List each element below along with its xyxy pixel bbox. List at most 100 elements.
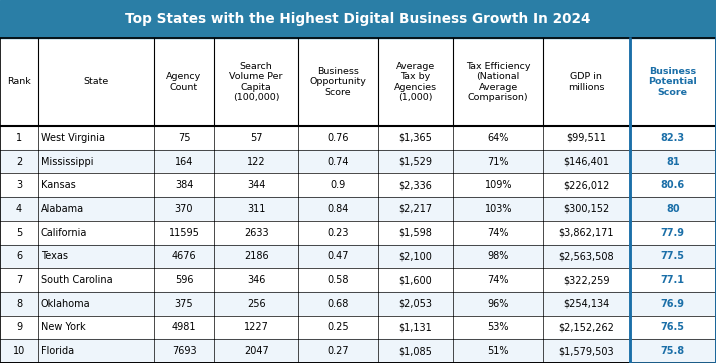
Bar bbox=[0, 292, 716, 315]
Bar bbox=[0, 245, 716, 268]
Bar bbox=[0, 174, 716, 197]
Text: 57: 57 bbox=[250, 133, 263, 143]
Text: 3: 3 bbox=[16, 180, 22, 190]
Text: 11595: 11595 bbox=[168, 228, 200, 238]
Text: 122: 122 bbox=[247, 156, 266, 167]
Text: Kansas: Kansas bbox=[41, 180, 76, 190]
Text: $1,085: $1,085 bbox=[399, 346, 432, 356]
Text: 0.25: 0.25 bbox=[327, 322, 349, 333]
Bar bbox=[0, 150, 716, 174]
Text: South Carolina: South Carolina bbox=[41, 275, 112, 285]
Text: 53%: 53% bbox=[488, 322, 509, 333]
Bar bbox=[0, 126, 716, 150]
Bar bbox=[0, 268, 716, 292]
Text: $1,600: $1,600 bbox=[399, 275, 432, 285]
Text: 0.84: 0.84 bbox=[327, 204, 349, 214]
Text: $2,217: $2,217 bbox=[398, 204, 432, 214]
Text: 81: 81 bbox=[666, 156, 679, 167]
Text: Top States with the Highest Digital Business Growth In 2024: Top States with the Highest Digital Busi… bbox=[125, 12, 591, 26]
Text: 256: 256 bbox=[247, 299, 266, 309]
Text: $2,336: $2,336 bbox=[399, 180, 432, 190]
Bar bbox=[0, 315, 716, 339]
Text: $1,598: $1,598 bbox=[399, 228, 432, 238]
Text: 5: 5 bbox=[16, 228, 22, 238]
Text: Oklahoma: Oklahoma bbox=[41, 299, 91, 309]
Text: 109%: 109% bbox=[485, 180, 512, 190]
Text: 75.8: 75.8 bbox=[661, 346, 684, 356]
Text: West Virginia: West Virginia bbox=[41, 133, 105, 143]
Text: 80.6: 80.6 bbox=[661, 180, 684, 190]
Text: 77.5: 77.5 bbox=[661, 251, 684, 261]
Text: 7693: 7693 bbox=[172, 346, 196, 356]
Text: 596: 596 bbox=[175, 275, 193, 285]
Text: $2,152,262: $2,152,262 bbox=[558, 322, 614, 333]
Text: 76.9: 76.9 bbox=[661, 299, 684, 309]
Text: 75: 75 bbox=[178, 133, 190, 143]
Text: Rank: Rank bbox=[7, 77, 31, 86]
Text: 1: 1 bbox=[16, 133, 22, 143]
Text: 0.58: 0.58 bbox=[327, 275, 349, 285]
Text: 80: 80 bbox=[666, 204, 679, 214]
Text: 6: 6 bbox=[16, 251, 22, 261]
Text: 77.9: 77.9 bbox=[661, 228, 684, 238]
Text: 4: 4 bbox=[16, 204, 22, 214]
Text: 10: 10 bbox=[13, 346, 25, 356]
Text: $1,529: $1,529 bbox=[399, 156, 432, 167]
Text: 96%: 96% bbox=[488, 299, 509, 309]
Text: $1,579,503: $1,579,503 bbox=[558, 346, 614, 356]
Text: 103%: 103% bbox=[485, 204, 512, 214]
Text: 375: 375 bbox=[175, 299, 193, 309]
Text: 2186: 2186 bbox=[244, 251, 268, 261]
Text: $1,365: $1,365 bbox=[399, 133, 432, 143]
Text: 0.74: 0.74 bbox=[327, 156, 349, 167]
Text: Texas: Texas bbox=[41, 251, 68, 261]
Text: 71%: 71% bbox=[488, 156, 509, 167]
Text: 0.9: 0.9 bbox=[330, 180, 346, 190]
Text: 7: 7 bbox=[16, 275, 22, 285]
Bar bbox=[0, 197, 716, 221]
Text: $226,012: $226,012 bbox=[563, 180, 609, 190]
Bar bbox=[0, 339, 716, 363]
Text: Business
Opportunity
Score: Business Opportunity Score bbox=[309, 67, 367, 97]
Text: 346: 346 bbox=[247, 275, 266, 285]
Text: 2633: 2633 bbox=[244, 228, 268, 238]
Text: 82.3: 82.3 bbox=[661, 133, 684, 143]
Text: 0.27: 0.27 bbox=[327, 346, 349, 356]
Bar bbox=[0, 38, 716, 363]
Text: 370: 370 bbox=[175, 204, 193, 214]
Text: 2: 2 bbox=[16, 156, 22, 167]
Text: 4981: 4981 bbox=[172, 322, 196, 333]
Text: 77.1: 77.1 bbox=[661, 275, 684, 285]
Text: Mississippi: Mississippi bbox=[41, 156, 94, 167]
Text: $254,134: $254,134 bbox=[563, 299, 609, 309]
Text: Florida: Florida bbox=[41, 346, 74, 356]
Bar bbox=[0, 38, 716, 126]
Text: Search
Volume Per
Capita
(100,000): Search Volume Per Capita (100,000) bbox=[230, 62, 283, 102]
Text: Business
Potential
Score: Business Potential Score bbox=[649, 67, 697, 97]
Text: 9: 9 bbox=[16, 322, 22, 333]
Text: 64%: 64% bbox=[488, 133, 509, 143]
Bar bbox=[0, 0, 716, 38]
Text: $146,401: $146,401 bbox=[563, 156, 609, 167]
Bar bbox=[0, 221, 716, 245]
Text: $99,511: $99,511 bbox=[566, 133, 606, 143]
Text: $2,563,508: $2,563,508 bbox=[558, 251, 614, 261]
Text: 0.76: 0.76 bbox=[327, 133, 349, 143]
Text: $300,152: $300,152 bbox=[563, 204, 609, 214]
Text: 8: 8 bbox=[16, 299, 22, 309]
Text: 4676: 4676 bbox=[172, 251, 196, 261]
Text: 0.23: 0.23 bbox=[327, 228, 349, 238]
Text: Tax Efficiency
(National
Average
Comparison): Tax Efficiency (National Average Compari… bbox=[466, 62, 531, 102]
Text: 164: 164 bbox=[175, 156, 193, 167]
Text: $2,100: $2,100 bbox=[399, 251, 432, 261]
Text: 51%: 51% bbox=[488, 346, 509, 356]
Text: California: California bbox=[41, 228, 87, 238]
Text: 98%: 98% bbox=[488, 251, 509, 261]
Text: 311: 311 bbox=[247, 204, 266, 214]
Text: 344: 344 bbox=[247, 180, 266, 190]
Text: Alabama: Alabama bbox=[41, 204, 84, 214]
Text: Average
Tax by
Agencies
(1,000): Average Tax by Agencies (1,000) bbox=[394, 62, 437, 102]
Text: $322,259: $322,259 bbox=[563, 275, 609, 285]
Text: 0.68: 0.68 bbox=[327, 299, 349, 309]
Text: 74%: 74% bbox=[488, 228, 509, 238]
